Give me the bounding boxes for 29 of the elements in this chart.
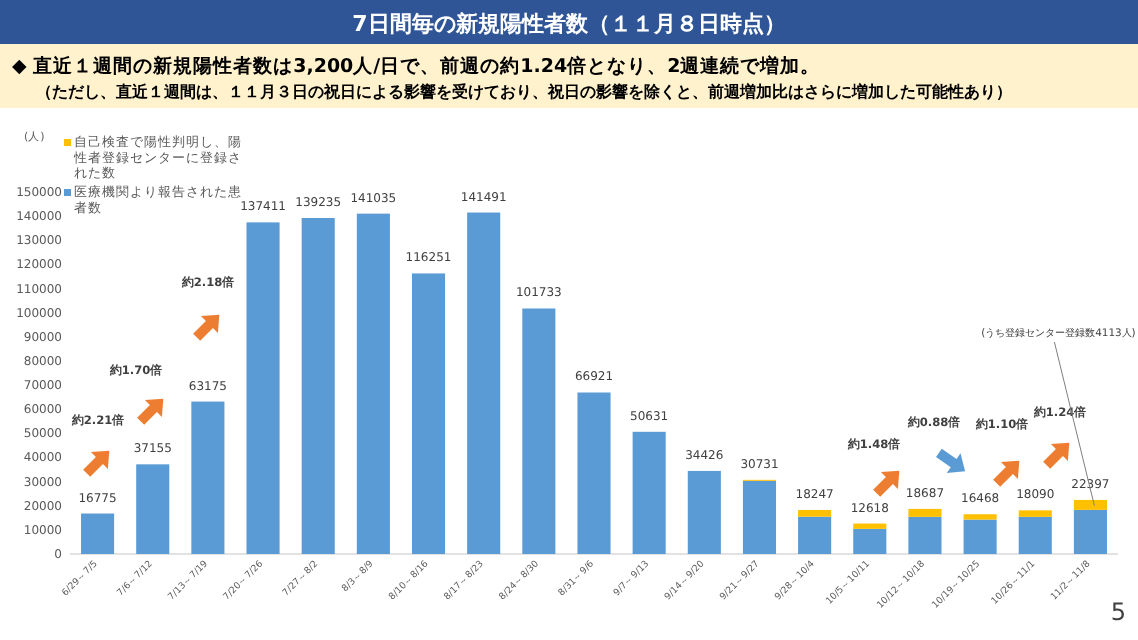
bar xyxy=(963,514,997,520)
bar xyxy=(687,470,721,554)
chart-title: 7日間毎の新規陽性者数（１１月８日時点） xyxy=(352,11,786,37)
bar xyxy=(798,509,832,517)
bar xyxy=(1073,499,1107,510)
bar xyxy=(467,212,501,554)
bar xyxy=(908,508,942,517)
bar xyxy=(963,519,997,554)
text: 5 xyxy=(1110,598,1126,626)
bar xyxy=(191,401,225,554)
bar xyxy=(632,431,666,554)
bar xyxy=(356,213,390,554)
bar xyxy=(136,464,170,554)
bar xyxy=(1073,509,1107,554)
bar xyxy=(411,273,446,554)
bar xyxy=(798,516,832,554)
bar xyxy=(853,528,887,554)
bar xyxy=(246,222,280,554)
bar xyxy=(577,392,611,554)
bar xyxy=(301,217,335,554)
chart-subtitle: ◆ 直近１週間の新規陽性者数は3,200人/日で、前週の約1.24倍となり、2週連続で増加。 xyxy=(12,54,821,78)
bar xyxy=(908,516,942,554)
text: （ただし、直近１週間は、１１月３日の祝日による影響を受けており、祝日の影響を除くと、前週増加比はさらに増加した可能性あり） xyxy=(36,81,1012,101)
bar xyxy=(1018,510,1052,517)
bar xyxy=(853,523,887,529)
bar xyxy=(522,308,556,554)
bar xyxy=(81,513,115,554)
bar xyxy=(742,480,777,554)
bar xyxy=(1018,516,1052,554)
